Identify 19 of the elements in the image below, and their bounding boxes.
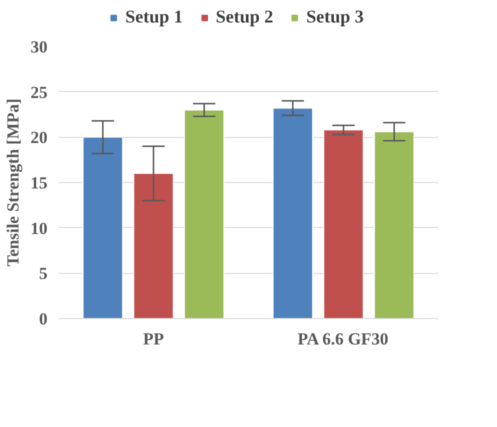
legend-label: Setup 3 (306, 6, 364, 28)
x-tick-label: PP (143, 330, 164, 348)
y-tick-label: 5 (39, 264, 48, 284)
x-tick-label: PA 6.6 GF30 (298, 330, 388, 348)
bar (272, 108, 314, 318)
bar (323, 129, 364, 318)
y-tick-label: 0 (39, 310, 48, 328)
y-tick-label: 10 (30, 218, 48, 238)
y-tick-label: 20 (30, 128, 48, 148)
bar (184, 109, 224, 318)
bar (133, 172, 174, 318)
y-axis-title: Tensile Strength [MPa] (4, 98, 22, 267)
y-tick-label: 15 (30, 174, 48, 192)
bar (82, 136, 124, 318)
y-tick-label: 25 (30, 82, 48, 102)
legend-label: Setup 2 (216, 6, 274, 28)
bar (374, 131, 414, 318)
y-tick-label: 30 (30, 38, 48, 56)
legend-label: Setup 1 (125, 6, 183, 28)
